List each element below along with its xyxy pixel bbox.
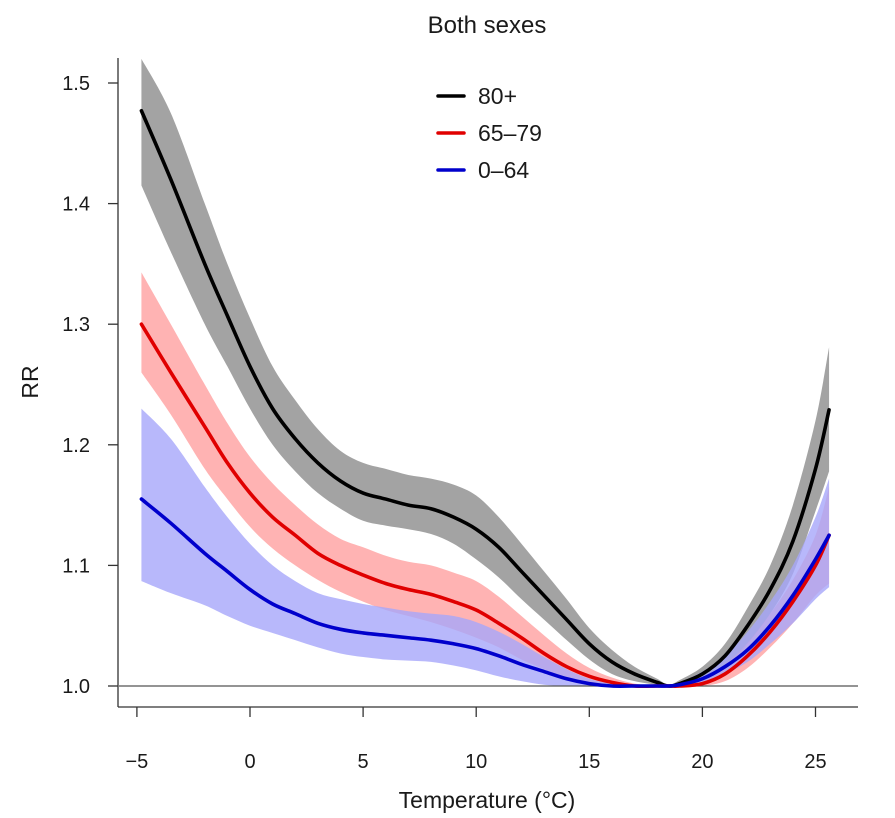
x-tick-label: 15	[578, 751, 600, 773]
y-tick-label: 1.0	[62, 676, 90, 698]
series-line-0-64	[139, 497, 831, 688]
y-axis: 1.0 1.1 1.2 1.3 1.4 1.5	[62, 58, 119, 707]
y-tick-label: 1.3	[62, 314, 90, 336]
x-tick-label: 20	[691, 751, 713, 773]
ci-band-0-64	[141, 408, 830, 687]
x-tick-label: 0	[244, 751, 255, 773]
y-tick-label: 1.1	[62, 555, 90, 577]
series-line-65-79	[139, 322, 831, 689]
series-line-80-	[139, 108, 831, 688]
legend: 80+ 65–79 0–64	[436, 83, 542, 183]
plot-area	[119, 58, 858, 689]
y-axis-title: RR	[17, 365, 43, 398]
confidence-bands	[141, 58, 830, 687]
y-tick-label: 1.4	[62, 194, 90, 216]
y-tick-label: 1.2	[62, 435, 90, 457]
chart-title: Both sexes	[428, 12, 547, 39]
legend-label-0-64: 0–64	[478, 157, 529, 183]
x-tick-label: −5	[125, 751, 148, 773]
legend-label-80-plus: 80+	[478, 83, 517, 109]
series-lines	[139, 108, 831, 689]
x-tick-label: 5	[358, 751, 369, 773]
legend-label-65-79: 65–79	[478, 120, 542, 146]
x-axis-title: Temperature (°C)	[399, 787, 576, 813]
x-tick-label: 10	[465, 751, 487, 773]
y-tick-label: 1.5	[62, 73, 90, 95]
x-axis: −5 0 5 10 15 20 25	[118, 706, 858, 773]
x-tick-label: 25	[804, 751, 826, 773]
